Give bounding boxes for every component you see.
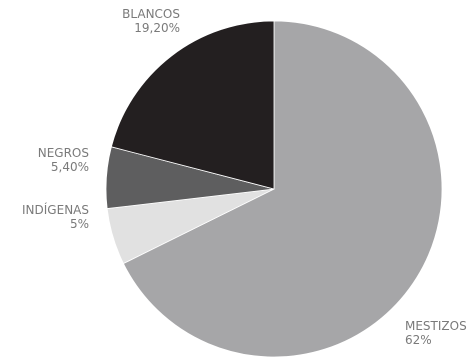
value-negros: 5,40% [51, 160, 89, 174]
pie-slice-mestizos [122, 20, 443, 358]
pie-slice-blancos [110, 20, 275, 190]
label-blancos: BLANCOS [122, 7, 180, 21]
pie-slices [105, 20, 443, 358]
label-mestizos: MESTIZOS [405, 319, 467, 333]
value-blancos: 19,20% [134, 21, 180, 35]
label-negros: NEGROS [38, 146, 89, 160]
label-indigenas: INDÍGENAS [22, 202, 89, 217]
value-indigenas: 5% [70, 217, 89, 231]
value-mestizos: 62% [405, 333, 432, 347]
